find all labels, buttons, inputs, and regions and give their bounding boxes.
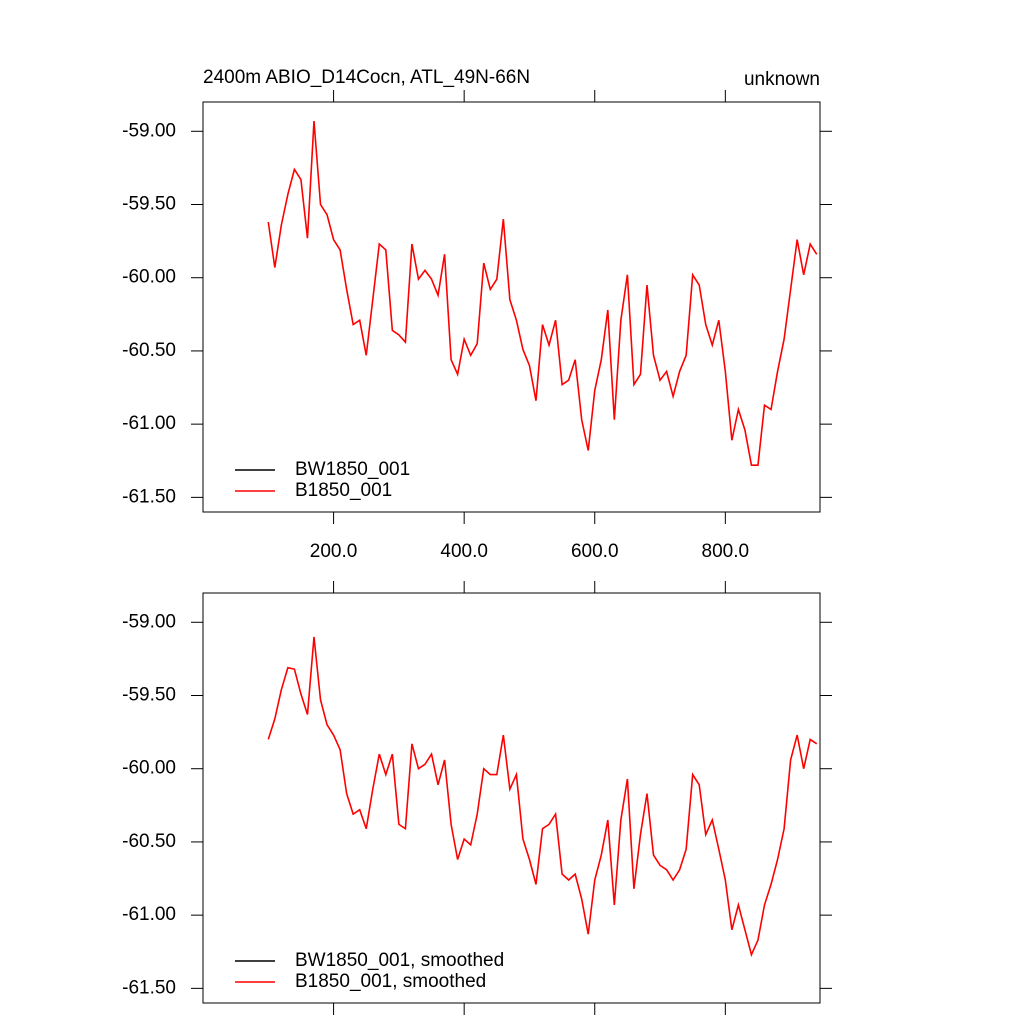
x-tick-label: 800.0 — [702, 541, 750, 562]
plot-frame — [202, 101, 821, 513]
y-tick-label: -60.00 — [122, 267, 176, 288]
y-tick-label: -59.00 — [122, 611, 176, 632]
data-line — [267, 120, 818, 466]
plot-frame — [202, 592, 821, 1004]
data-line — [267, 636, 818, 958]
y-tick-label: -60.50 — [122, 340, 176, 361]
legend-label: BW1850_001, smoothed — [295, 950, 504, 971]
chart-title: 2400m ABIO_D14Cocn, ATL_49N-66N — [203, 67, 530, 88]
chart-subtitle: unknown — [744, 69, 820, 90]
legend-label: BW1850_001 — [295, 459, 410, 480]
y-tick-label: -61.00 — [122, 904, 176, 925]
y-tick-label: -59.00 — [122, 120, 176, 141]
y-tick-label: -61.00 — [122, 413, 176, 434]
x-tick-label: 400.0 — [440, 541, 488, 562]
y-tick-label: -61.50 — [122, 977, 176, 998]
y-tick-label: -60.00 — [122, 758, 176, 779]
y-tick-label: -61.50 — [122, 486, 176, 507]
y-tick-label: -60.50 — [122, 831, 176, 852]
x-tick-label: 200.0 — [310, 541, 358, 562]
legend-label: B1850_001, smoothed — [295, 971, 486, 992]
legend-label: B1850_001 — [295, 480, 392, 501]
y-tick-label: -59.50 — [122, 194, 176, 215]
y-tick-label: -59.50 — [122, 685, 176, 706]
x-tick-label: 600.0 — [571, 541, 619, 562]
